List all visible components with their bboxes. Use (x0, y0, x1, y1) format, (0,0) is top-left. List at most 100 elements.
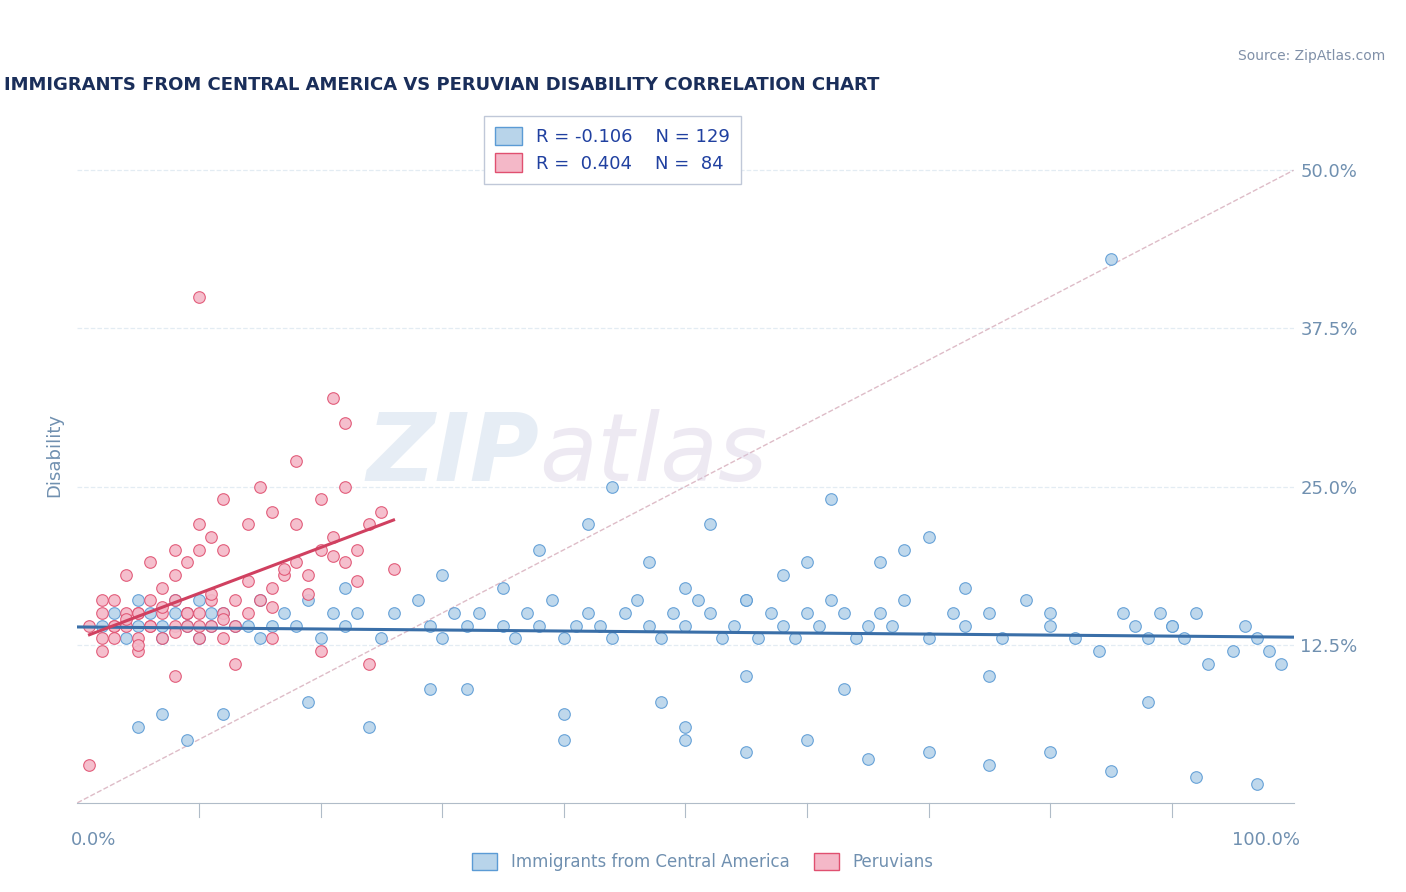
Point (103, 618, 125, 632)
Text: Source: ZipAtlas.com: Source: ZipAtlas.com (1237, 49, 1385, 63)
Point (783, 632, 806, 646)
Point (176, 618, 198, 632)
Point (675, 732, 697, 747)
Point (224, 593, 246, 607)
Point (662, 606, 685, 620)
Point (1161, 618, 1184, 632)
Point (796, 606, 818, 620)
Point (856, 751, 879, 765)
Point (260, 505, 283, 519)
Point (176, 606, 198, 620)
Point (650, 695, 672, 709)
Point (893, 593, 915, 607)
Point (152, 618, 174, 632)
Point (163, 618, 186, 632)
Point (79, 618, 101, 632)
Point (419, 681, 441, 696)
Point (163, 625, 186, 640)
Point (430, 568, 453, 582)
Point (1015, 593, 1038, 607)
Point (163, 568, 186, 582)
Point (1185, 771, 1208, 785)
Point (990, 632, 1012, 646)
Point (1233, 618, 1256, 632)
Point (346, 606, 368, 620)
Point (139, 606, 162, 620)
Point (710, 632, 733, 646)
Point (359, 517, 381, 532)
Point (382, 562, 405, 576)
Point (832, 681, 855, 696)
Point (115, 618, 138, 632)
Point (297, 593, 319, 607)
Point (382, 606, 405, 620)
Point (772, 568, 794, 582)
Point (1185, 606, 1208, 620)
Point (1039, 618, 1062, 632)
Point (1039, 745, 1062, 759)
Point (675, 581, 697, 595)
Point (1258, 644, 1281, 658)
Point (188, 618, 211, 632)
Point (406, 593, 429, 607)
Point (273, 562, 295, 576)
Point (309, 542, 332, 557)
Point (139, 618, 162, 632)
Point (176, 618, 198, 632)
Point (297, 568, 319, 582)
Point (127, 638, 149, 652)
Point (188, 606, 211, 620)
Y-axis label: Disability: Disability (45, 413, 63, 497)
Point (127, 632, 149, 646)
Point (1222, 644, 1244, 658)
Point (492, 618, 515, 632)
Point (419, 618, 441, 632)
Point (1149, 606, 1171, 620)
Point (322, 391, 344, 405)
Point (236, 606, 259, 620)
Point (772, 618, 794, 632)
Point (212, 606, 235, 620)
Point (796, 556, 818, 570)
Point (188, 542, 211, 557)
Point (516, 606, 538, 620)
Point (602, 479, 624, 493)
Point (103, 618, 125, 632)
Point (236, 574, 259, 589)
Point (589, 618, 612, 632)
Point (820, 492, 842, 507)
Point (260, 581, 283, 595)
Point (236, 517, 259, 532)
Point (115, 606, 138, 620)
Point (200, 530, 222, 544)
Point (90, 618, 112, 632)
Point (359, 720, 381, 734)
Point (796, 732, 818, 747)
Point (1246, 632, 1268, 646)
Point (333, 479, 356, 493)
Point (212, 492, 235, 507)
Point (103, 593, 125, 607)
Point (735, 745, 758, 759)
Point (613, 606, 636, 620)
Point (139, 556, 162, 570)
Point (869, 606, 891, 620)
Point (188, 632, 211, 646)
Point (869, 556, 891, 570)
Point (1099, 252, 1122, 266)
Text: ZIP: ZIP (367, 409, 540, 501)
Point (152, 632, 174, 646)
Point (529, 542, 551, 557)
Point (346, 574, 368, 589)
Point (309, 644, 332, 658)
Point (127, 720, 149, 734)
Point (1136, 632, 1159, 646)
Point (176, 606, 198, 620)
Point (188, 632, 211, 646)
Point (832, 606, 855, 620)
Point (115, 568, 138, 582)
Point (322, 549, 344, 563)
Point (820, 593, 842, 607)
Point (370, 632, 392, 646)
Point (212, 606, 235, 620)
